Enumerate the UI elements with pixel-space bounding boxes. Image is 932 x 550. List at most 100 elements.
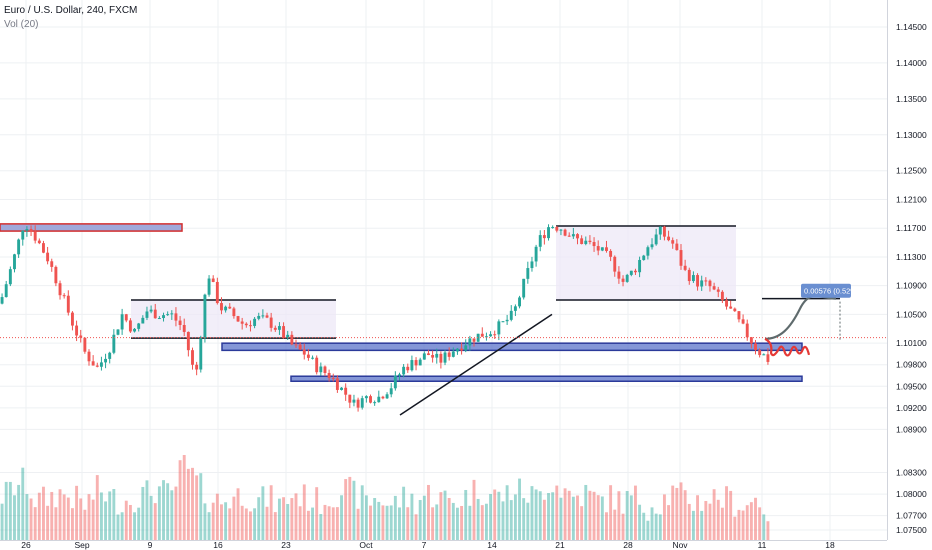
price-tick-label: 1.14500 [896,22,927,32]
volume-bar [737,509,741,540]
candle-body [356,399,360,408]
volume-bar [112,489,116,540]
volume-bar [120,512,124,540]
volume-bar [571,496,575,540]
candle-body [443,352,447,363]
volume-bar [381,505,385,540]
time-tick-label: 16 [213,540,223,550]
candle-body [315,357,319,373]
price-tick-label: 1.10900 [896,281,927,291]
candle-body [277,326,281,330]
price-axis[interactable]: 1.14500 1.14000 1.13500 1.13000 1.12500 1.121… [887,0,932,550]
volume-bar [79,498,83,540]
volume-bar [170,490,174,540]
volume-bar [563,488,567,540]
candle-body [414,360,418,366]
candle-body [455,348,459,352]
volume-bar [153,503,157,540]
candle-body [538,235,542,247]
candle-body [613,256,617,272]
candle-body [729,306,733,309]
candle-body [712,286,716,290]
volume-bar [559,497,563,540]
volume-bar [199,473,203,540]
candle-body [696,275,700,287]
volume-bar [240,505,244,540]
candle-body [766,354,770,362]
volume-bar [667,505,671,540]
volume-bar [567,490,571,540]
volume-bar [484,503,488,540]
candle-body [228,306,232,309]
time-tick-label: 18 [825,540,835,550]
candle-body [133,328,136,332]
volume-bar [211,502,215,540]
symbol-title[interactable]: Euro / U.S. Dollar, 240, FXCM [4,5,138,16]
volume-bar [70,508,74,540]
candle-body [658,226,662,235]
volume-bar [472,479,476,540]
volume-bar [331,507,335,540]
volume-bar [13,495,16,540]
candle-body [542,235,546,239]
candle-body [323,366,327,373]
candle-body [385,394,389,399]
volume-bar [182,455,186,540]
candle-body [99,362,103,367]
candle-body [451,351,455,357]
support-zone [221,342,803,352]
volume-bar [646,520,650,540]
candle-body [472,338,476,342]
time-axis[interactable]: 26 Sep 9 16 23 Oct 7 14 21 28 Nov 11 18 [0,540,932,550]
volume-bar [634,485,637,540]
candle-body [720,291,724,301]
volume-bar [650,507,654,540]
candle-body [352,399,356,403]
candle-body [758,350,762,356]
volume-bar [286,504,290,540]
candle-body [621,278,625,282]
volume-bar [186,468,190,540]
candle-body [402,366,406,375]
price-tick-label: 1.08900 [896,424,927,434]
volume-bar [50,491,54,540]
candle-body [642,255,646,260]
candle-body [87,351,91,362]
candle-body [170,313,174,315]
candle-body [584,240,588,244]
candle-body [186,331,190,351]
volume-bar [249,511,252,540]
candle-body [576,234,579,239]
candle-body [364,396,368,399]
candle-body [571,234,575,237]
volume-bar [8,481,12,540]
candle-body [149,309,153,312]
volume-bar [58,489,62,540]
volume-bar [439,492,443,540]
candle-body [509,310,513,320]
volume-bar [294,493,298,540]
volume-bar [141,486,145,540]
volume-bar [443,490,447,540]
volume-bar [422,495,426,540]
volume-bar [124,500,128,540]
volume-bar [605,512,608,540]
candle-body [526,268,530,279]
volume-bar [580,506,584,540]
time-tick-label: 9 [148,540,153,550]
volume-bar [17,484,21,540]
candle-body [302,349,306,355]
candle-body [530,261,534,269]
candle-body [679,250,683,266]
candle-body [480,333,484,337]
candle-body [335,378,339,390]
volume-bar [468,505,472,540]
candle-body [298,344,302,350]
volume-bar [87,494,91,540]
candle-body [182,325,186,332]
resistance-zone [0,223,183,232]
candle-body [671,240,675,244]
volume-bar [555,485,559,540]
candle-body [547,227,550,239]
